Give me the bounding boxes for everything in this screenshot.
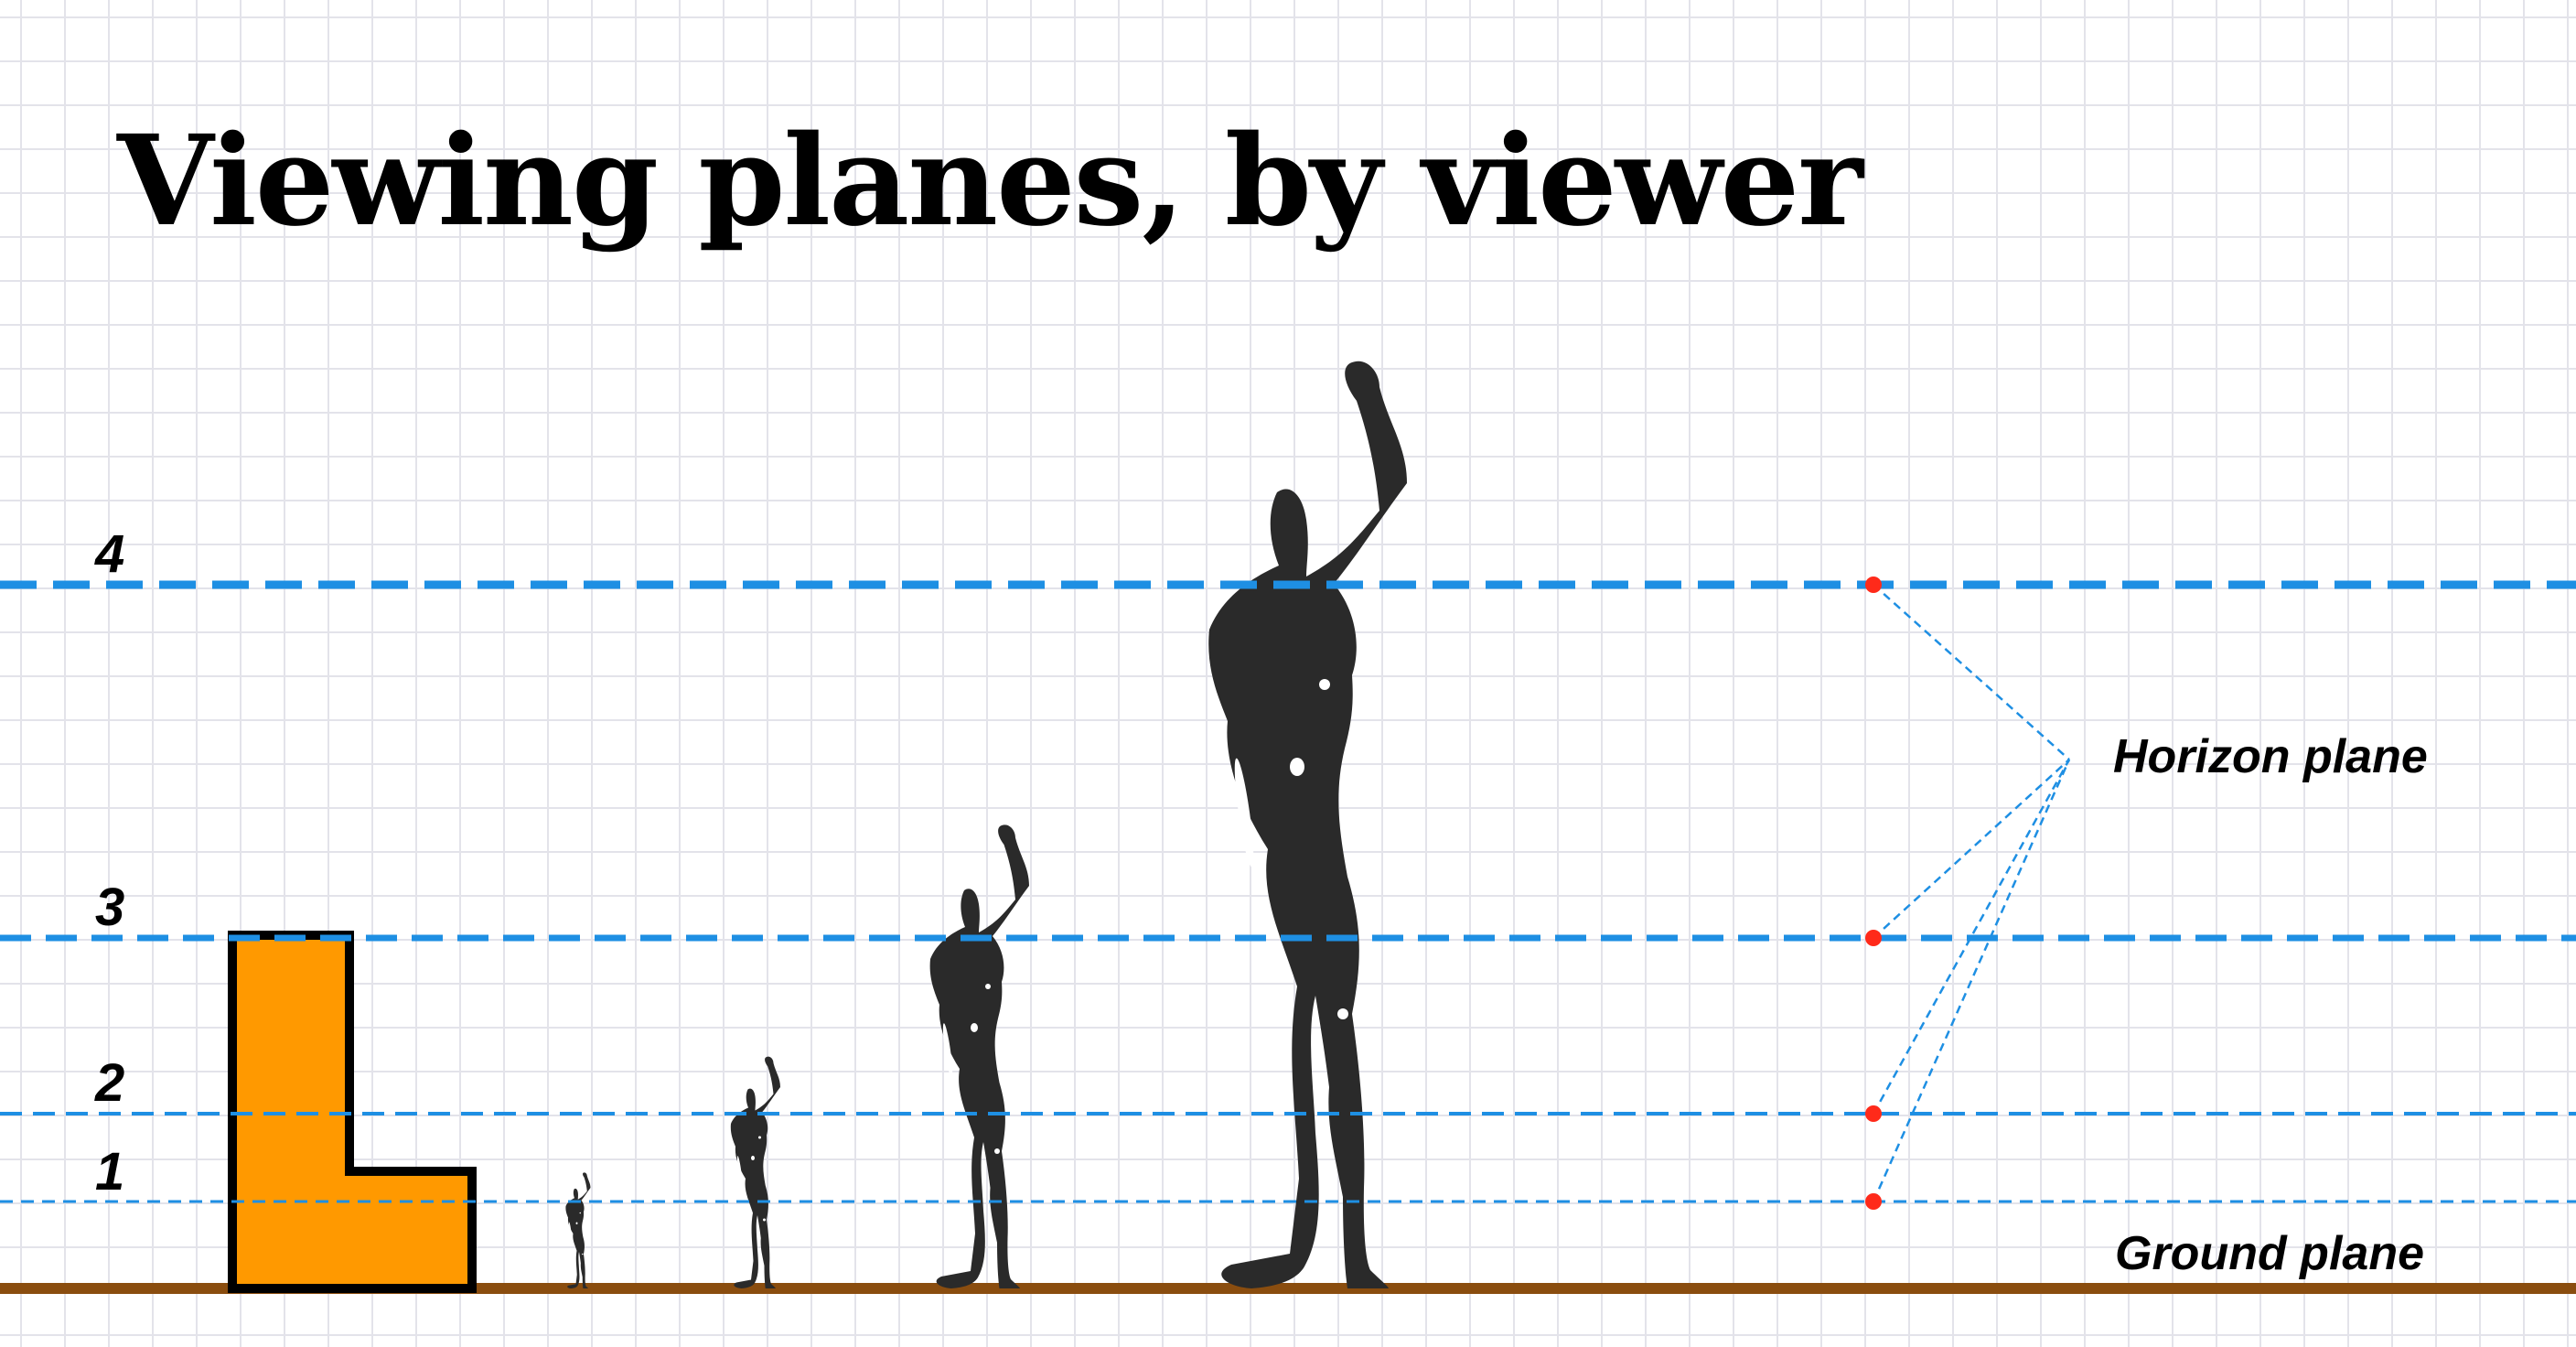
modulor-figure-icon xyxy=(730,1056,780,1288)
horizon-marker-4 xyxy=(1865,577,1882,593)
modulor-figure-icon xyxy=(929,824,1029,1288)
ground-plane-label: Ground plane xyxy=(2115,1227,2424,1280)
horizon-leaders xyxy=(1872,584,2071,1202)
plane-number-2: 2 xyxy=(95,1053,125,1113)
modulor-figure-icon xyxy=(1208,361,1407,1288)
horizon-plane-label: Horizon plane xyxy=(2113,730,2428,783)
modulor-figure-icon xyxy=(565,1172,591,1288)
plane-number-3: 3 xyxy=(95,878,125,937)
ground-line xyxy=(0,1283,2576,1294)
plane-number-4: 4 xyxy=(95,524,125,584)
horizon-marker-1 xyxy=(1865,1193,1882,1210)
page-title: Viewing planes, by viewer xyxy=(117,108,1863,254)
horizon-marker-3 xyxy=(1865,930,1882,946)
plane-number-1: 1 xyxy=(95,1142,125,1202)
horizon-marker-2 xyxy=(1865,1105,1882,1122)
